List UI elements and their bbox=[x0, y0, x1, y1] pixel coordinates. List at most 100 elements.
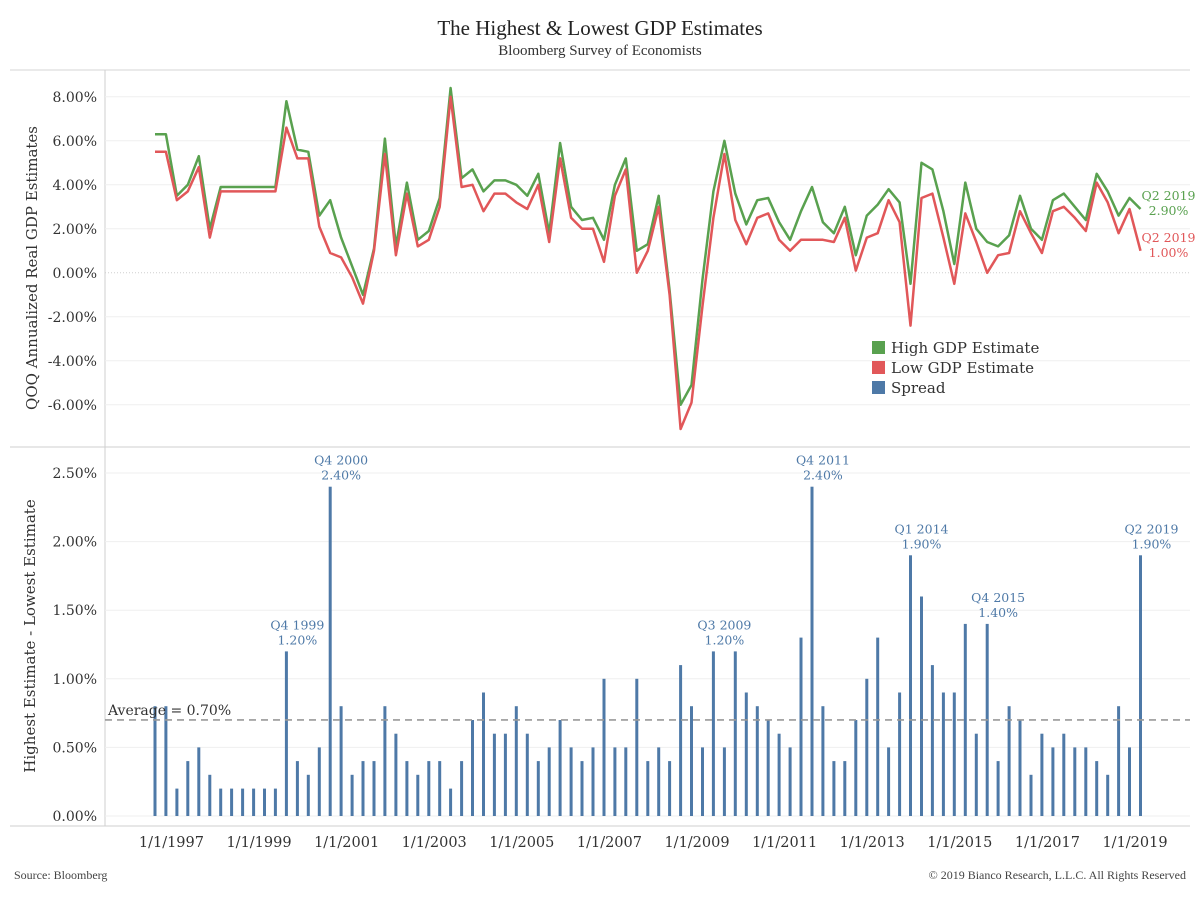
spread-bar bbox=[941, 692, 945, 816]
x-tick-label: 1/1/2009 bbox=[664, 835, 729, 851]
top-y-axis-ticks: 8.00% 6.00% 4.00% 2.00% 0.00% -2.00% -4.00% -6.… bbox=[48, 90, 97, 414]
spread-bar bbox=[1084, 747, 1088, 816]
spread-bar bbox=[492, 733, 496, 816]
top-y-tick-label: -6.00% bbox=[48, 398, 97, 414]
bar-annotation-value: 1.90% bbox=[1132, 536, 1172, 551]
x-tick-label: 1/1/2005 bbox=[489, 835, 554, 851]
spread-bar bbox=[416, 774, 420, 816]
x-axis-ticks: 1/1/1997 1/1/1999 1/1/2001 1/1/2003 1/1/2005… bbox=[139, 835, 1168, 851]
spread-bar bbox=[394, 733, 398, 816]
copyright-note: © 2019 Bianco Research, L.L.C. All Right… bbox=[928, 868, 1186, 882]
spread-bar bbox=[482, 692, 485, 816]
spread-bar bbox=[657, 747, 661, 816]
spread-bar bbox=[273, 788, 277, 816]
bottom-y-axis-ticks: 2.50% 2.00% 1.50% 1.00% 0.50% 0.00% bbox=[53, 466, 97, 825]
spread-bar bbox=[175, 788, 179, 816]
spread-bar bbox=[744, 692, 748, 816]
x-tick-label: 1/1/2015 bbox=[927, 835, 992, 851]
spread-bar bbox=[536, 761, 540, 816]
spread-bar bbox=[153, 706, 157, 816]
spread-bar bbox=[909, 555, 912, 816]
spread-bar bbox=[1139, 555, 1142, 816]
spread-bar bbox=[711, 651, 715, 816]
spread-bar bbox=[460, 761, 464, 816]
bar-annotation-label: Q4 2011 bbox=[796, 453, 850, 468]
spread-bar bbox=[438, 761, 442, 816]
spread-bar bbox=[679, 665, 683, 816]
top-y-tick-label: 4.00% bbox=[53, 178, 97, 194]
bottom-y-tick-label: 0.50% bbox=[53, 740, 97, 756]
average-line-group: Average = 0.70% bbox=[105, 703, 1190, 721]
top-annotation-value: 1.00% bbox=[1149, 245, 1189, 260]
spread-bar bbox=[306, 774, 310, 816]
spread-bar bbox=[514, 706, 518, 816]
legend-label-high: High GDP Estimate bbox=[891, 339, 1039, 357]
top-y-tick-label: 0.00% bbox=[53, 266, 97, 282]
spread-bar bbox=[963, 623, 967, 816]
spread-bar bbox=[295, 761, 299, 816]
spread-bar bbox=[208, 774, 212, 816]
spread-bar bbox=[263, 788, 266, 816]
x-tick-label: 1/1/2013 bbox=[840, 835, 905, 851]
spread-bar bbox=[449, 788, 453, 816]
legend-swatch-low bbox=[872, 361, 885, 374]
spread-bar bbox=[569, 747, 573, 816]
spread-bar bbox=[876, 637, 880, 816]
x-tick-label: 1/1/2019 bbox=[1102, 835, 1167, 851]
spread-bar bbox=[186, 761, 190, 816]
top-annotation-label: Q2 2019 bbox=[1142, 188, 1196, 203]
spread-bar bbox=[832, 761, 836, 816]
spread-bar bbox=[252, 788, 256, 816]
spread-bar bbox=[920, 596, 923, 816]
spread-bar bbox=[810, 486, 814, 816]
top-y-tick-label: -2.00% bbox=[48, 310, 97, 326]
x-tick-label: 1/1/2011 bbox=[752, 835, 817, 851]
top-annotation-label: Q2 2019 bbox=[1142, 230, 1196, 245]
spread-bar bbox=[339, 706, 343, 816]
bar-annotation-label: Q4 2015 bbox=[971, 590, 1025, 605]
spread-bars bbox=[153, 486, 1142, 816]
x-tick-label: 1/1/1999 bbox=[226, 835, 291, 851]
spread-bar bbox=[996, 761, 1000, 816]
source-note: Source: Bloomberg bbox=[14, 868, 108, 882]
top-y-axis-label: QOQ Annualized Real GDP Estimates bbox=[23, 126, 41, 410]
spread-bar bbox=[230, 788, 234, 816]
bar-annotation-label: Q3 2009 bbox=[697, 617, 751, 632]
spread-bar bbox=[788, 747, 792, 816]
bottom-y-tick-label: 0.00% bbox=[53, 809, 97, 825]
spread-bar bbox=[777, 733, 781, 816]
spread-bar bbox=[471, 720, 474, 816]
spread-bar bbox=[766, 720, 770, 816]
spread-bar bbox=[503, 733, 507, 816]
bar-annotation-value: 1.90% bbox=[902, 536, 942, 551]
average-label: Average = 0.70% bbox=[107, 703, 231, 719]
bar-annotation-label: Q2 2019 bbox=[1124, 521, 1178, 536]
spread-bar bbox=[624, 747, 628, 816]
spread-bar bbox=[1018, 720, 1022, 816]
bar-annotation-label: Q1 2014 bbox=[895, 521, 949, 536]
spread-bar bbox=[284, 651, 288, 816]
spread-bar bbox=[898, 692, 902, 816]
legend-label-spread: Spread bbox=[891, 379, 946, 397]
spread-bar bbox=[1095, 761, 1099, 816]
spread-bar bbox=[722, 747, 726, 816]
chart-subtitle: Bloomberg Survey of Economists bbox=[498, 43, 702, 59]
top-y-tick-label: -4.00% bbox=[48, 354, 97, 370]
top-series-lines bbox=[155, 86, 1142, 431]
low-estimate-line bbox=[155, 95, 1142, 431]
spread-bar bbox=[328, 486, 332, 816]
chart-title: The Highest & Lowest GDP Estimates bbox=[437, 16, 763, 40]
spread-bar bbox=[821, 706, 825, 816]
spread-bar bbox=[1128, 747, 1131, 816]
spread-bar bbox=[799, 637, 803, 816]
spread-bar bbox=[668, 761, 672, 816]
spread-bar bbox=[164, 706, 168, 816]
spread-bar bbox=[241, 788, 245, 816]
spread-bar bbox=[525, 733, 529, 816]
spread-bar bbox=[930, 665, 934, 816]
spread-bar bbox=[547, 747, 551, 816]
spread-bar bbox=[974, 733, 978, 816]
spread-bar bbox=[558, 720, 562, 816]
